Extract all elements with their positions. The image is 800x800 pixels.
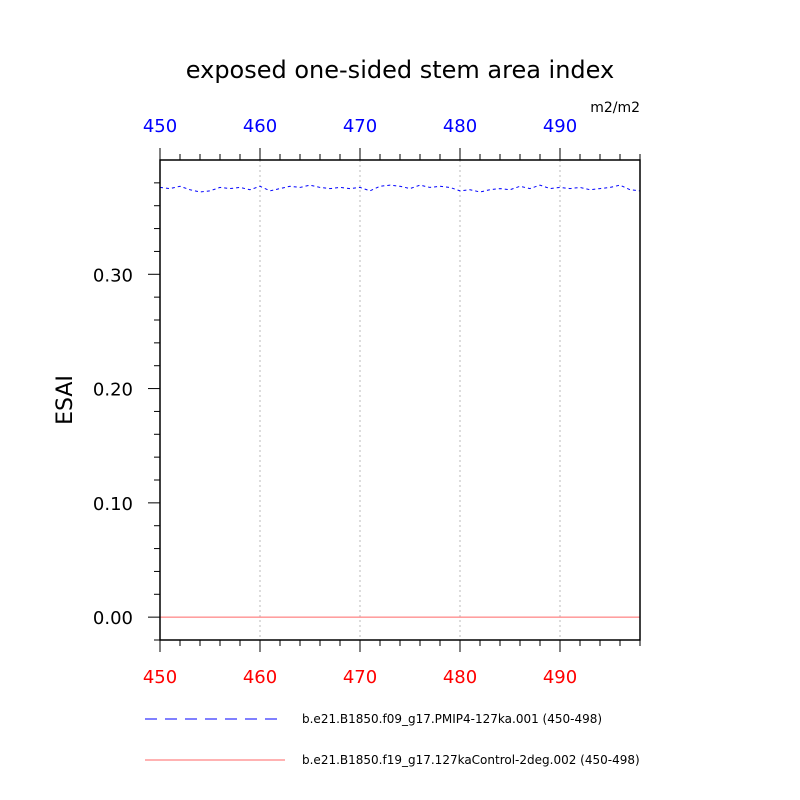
- x-tick-label-bottom-470: 470: [343, 667, 377, 688]
- series-line-0: [159, 184, 641, 193]
- y-axis-label: ESAI: [53, 375, 78, 425]
- series-group: [159, 184, 641, 618]
- x-tick-label-top-490: 490: [543, 116, 577, 137]
- legend-label-control: b.e21.B1850.f19_g17.127kaControl-2deg.00…: [302, 753, 640, 767]
- x-tick-label-bottom-460: 460: [243, 667, 277, 688]
- y-tick-label-0.00: 0.00: [93, 608, 133, 629]
- x-tick-label-top-480: 480: [443, 116, 477, 137]
- x-tick-label-bottom-450: 450: [143, 667, 177, 688]
- x-tick-label-top-450: 450: [143, 116, 177, 137]
- legend: b.e21.B1850.f09_g17.PMIP4-127ka.001 (450…: [145, 712, 640, 767]
- x-tick-label-top-470: 470: [343, 116, 377, 137]
- tick-labels: 450 450 460 460 470 470 480 480 490 490 0.00 0.10 0.…: [93, 116, 577, 688]
- chart-title: exposed one-sided stem area index: [186, 56, 614, 84]
- x-tick-label-top-460: 460: [243, 116, 277, 137]
- y-tick-label-0.10: 0.10: [93, 494, 133, 515]
- y-tick-label-0.30: 0.30: [93, 265, 133, 286]
- grid-lines: [259, 160, 561, 640]
- x-tick-label-bottom-490: 490: [543, 667, 577, 688]
- axis-ticks: [148, 148, 641, 652]
- units-label: m2/m2: [590, 100, 640, 116]
- legend-label-pmip4: b.e21.B1850.f09_g17.PMIP4-127ka.001 (450…: [302, 712, 602, 726]
- plot-frame: [159, 159, 641, 641]
- x-tick-label-bottom-480: 480: [443, 667, 477, 688]
- y-tick-label-0.20: 0.20: [93, 380, 133, 401]
